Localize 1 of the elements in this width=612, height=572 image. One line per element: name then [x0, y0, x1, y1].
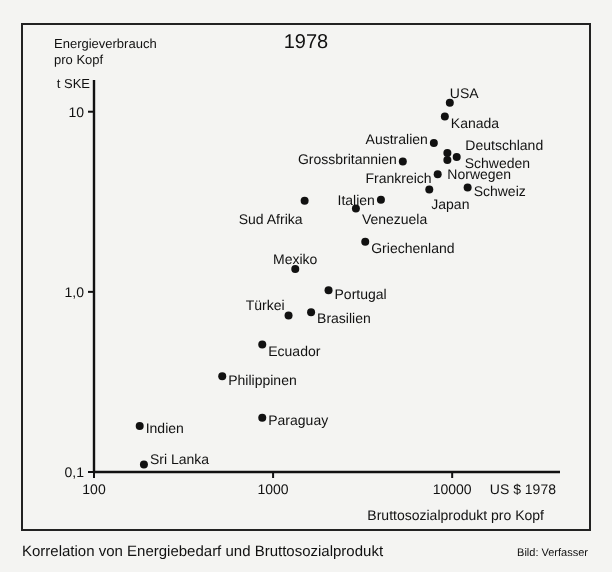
- chart-title: 1978: [283, 32, 330, 54]
